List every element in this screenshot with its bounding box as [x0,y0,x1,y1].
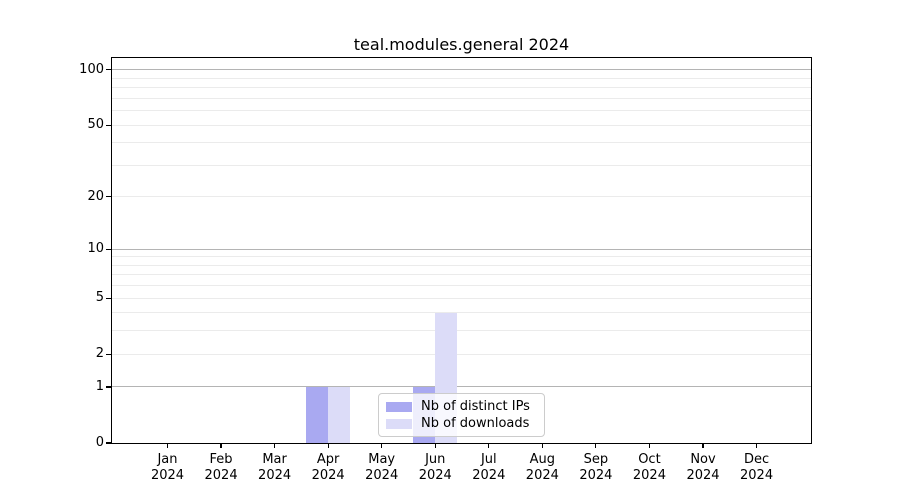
x-tick-label: Oct 2024 [619,452,679,484]
y-tick-mark [106,248,111,250]
x-tick-mark [274,443,276,448]
x-tick-label: Sep 2024 [566,452,626,484]
gridline-minor [112,196,811,198]
x-tick-mark [702,443,704,448]
gridline-minor [112,274,811,276]
x-tick-label-year: 2024 [579,468,613,483]
x-tick-label-year: 2024 [686,468,720,483]
gridline-minor [112,87,811,89]
legend-label-downloads: Nb of downloads [421,416,530,431]
y-tick-label: 50 [87,117,104,133]
x-tick-label: Apr 2024 [298,452,358,484]
y-tick-mark [106,386,111,388]
x-tick-label-year: 2024 [204,468,238,483]
x-tick-label: Aug 2024 [512,452,572,484]
gridline-minor [112,285,811,287]
y-tick-label: 10 [87,241,104,257]
y-tick-mark [106,442,111,444]
gridline-minor [112,264,811,266]
y-tick-label: 100 [79,61,104,77]
gridline-minor [112,353,811,355]
y-tick-mark [106,124,111,126]
x-tick-label-year: 2024 [740,468,774,483]
x-tick-label-year: 2024 [258,468,292,483]
x-tick-mark [488,443,490,448]
y-tick-mark [106,297,111,299]
y-tick-label: 0 [95,435,104,450]
x-tick-mark [434,443,436,448]
gridline-minor [112,164,811,166]
x-tick-label: Feb 2024 [191,452,251,484]
x-tick-label-year: 2024 [150,468,185,483]
y-tick-mark [106,196,111,198]
x-tick-mark [166,443,169,448]
x-tick-label-year: 2024 [472,468,506,483]
x-tick-label-year: 2024 [632,468,666,483]
x-tick-label: Jan 2024 [138,452,198,484]
x-tick-label: May 2024 [352,452,412,484]
x-tick-label: Nov 2024 [673,452,733,484]
y-tick-mark [106,353,111,355]
bar-nb-of-downloads [328,386,351,443]
gridline-minor [112,77,811,79]
gridline-minor [112,297,811,299]
gridline-minor [112,110,811,112]
bar-nb-of-distinct-ips [306,386,329,443]
x-tick-mark [595,443,597,448]
gridline-minor [112,142,811,144]
x-tick-mark [327,443,329,448]
x-tick-label: Dec 2024 [727,452,787,484]
plot-area [112,58,811,443]
legend-entry-distinct-ips: Nb of distinct IPs [386,399,536,414]
gridline-major [112,386,811,388]
gridline-minor [112,97,811,99]
x-tick-label: Jul 2024 [459,452,519,484]
x-tick-mark [648,443,651,448]
x-tick-label-year: 2024 [418,468,452,483]
legend-swatch-downloads [386,418,412,429]
x-tick-mark [541,443,543,448]
gridline-major [112,69,811,71]
x-tick-label-year: 2024 [365,468,399,483]
y-tick-label: 20 [87,188,104,204]
gridline-minor [112,124,811,126]
x-tick-label-year: 2024 [525,468,559,483]
y-tick-label: 2 [95,346,104,362]
legend-entry-downloads: Nb of downloads [386,416,536,431]
y-tick-label: 1 [95,378,104,394]
gridline-minor [112,312,811,314]
y-tick-mark [106,69,111,71]
chart-title: teal.modules.general 2024 [353,35,570,54]
legend: Nb of distinct IPs Nb of downloads [378,393,545,437]
x-tick-label-year: 2024 [311,468,345,483]
gridline-minor [112,330,811,332]
gridline-minor [112,256,811,258]
x-tick-mark [755,443,758,448]
gridline-major [112,248,811,250]
x-tick-label: Jun 2024 [405,452,465,484]
x-tick-mark [220,443,222,448]
x-tick-mark [381,443,383,448]
legend-label-distinct-ips: Nb of distinct IPs [421,399,530,414]
legend-swatch-distinct-ips [386,401,412,412]
y-tick-label: 5 [95,290,104,306]
x-tick-label: Mar 2024 [245,452,305,484]
